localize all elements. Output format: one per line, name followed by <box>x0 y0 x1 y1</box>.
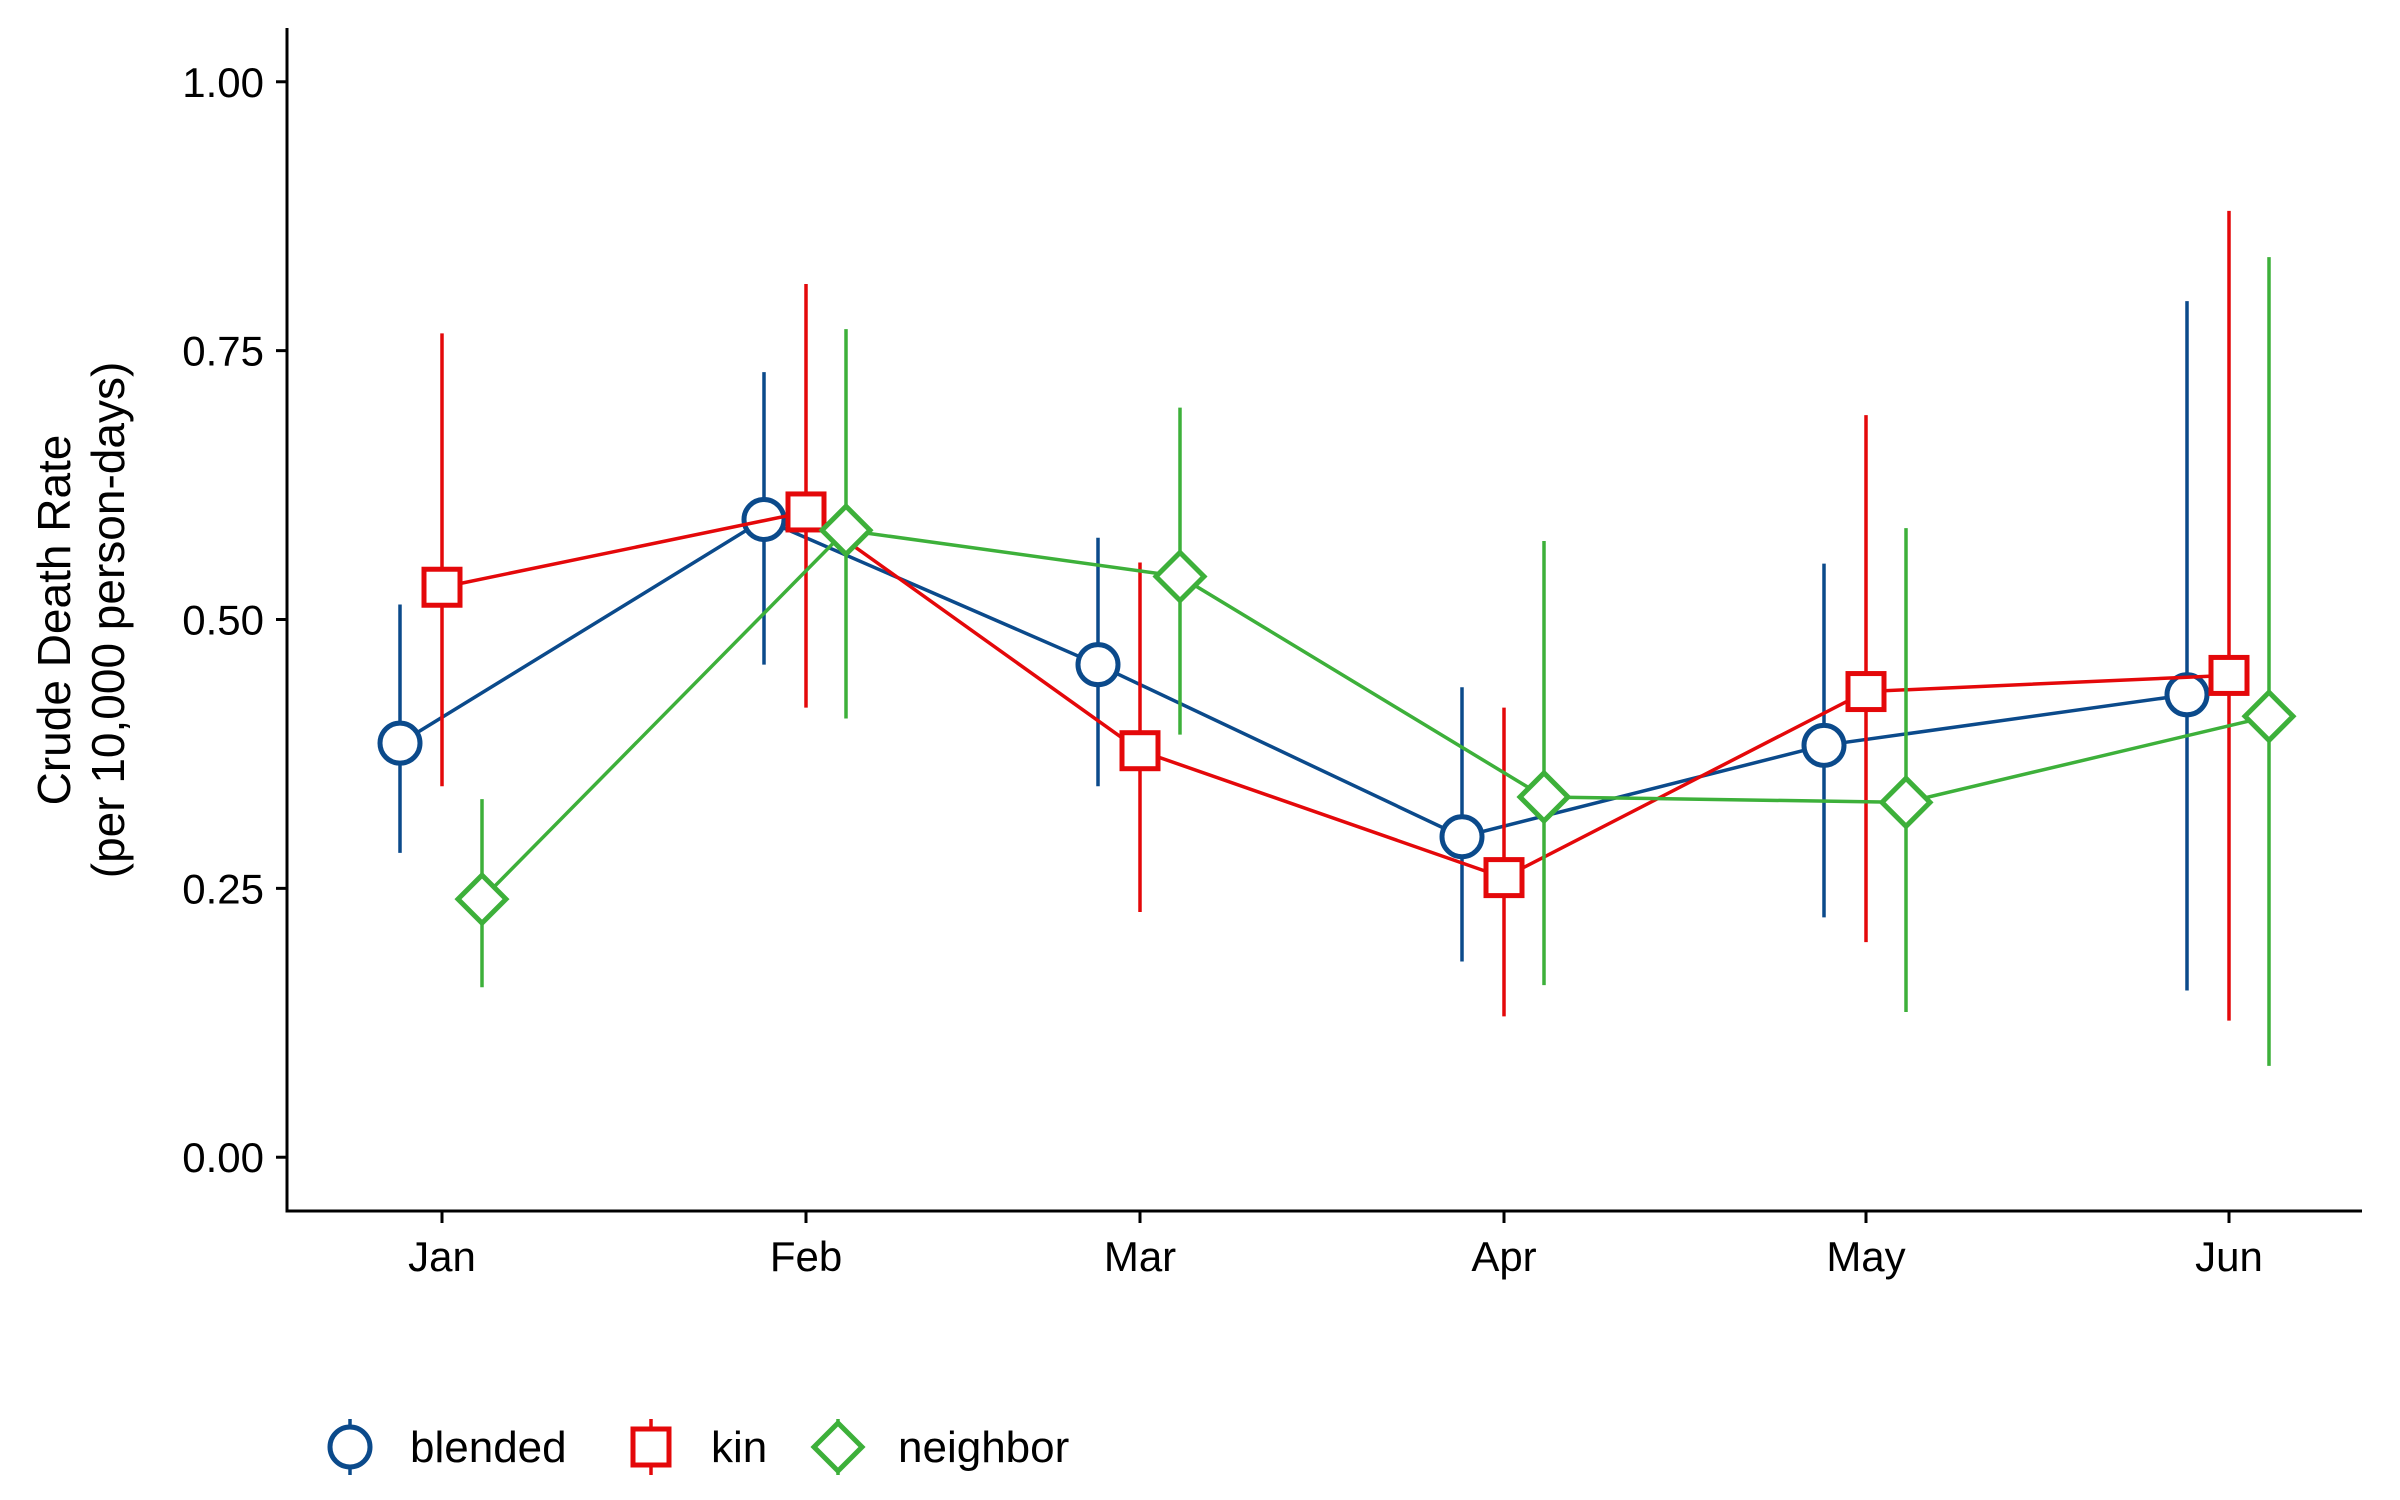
data-point <box>2241 688 2297 744</box>
data-point <box>1516 769 1572 825</box>
data-point <box>1483 857 1525 899</box>
data-point <box>785 491 827 533</box>
x-tick-label: Feb <box>770 1233 842 1280</box>
plot-series <box>377 210 2297 1066</box>
y-ticks: 0.00 0.25 0.50 0.75 1.00 <box>182 59 287 1181</box>
x-ticks: Jan Feb Mar Apr May Jun <box>408 1211 2263 1280</box>
legend-key-marker <box>810 1419 866 1475</box>
data-point <box>1075 642 1121 688</box>
series-line <box>399 517 2188 839</box>
data-point <box>2208 654 2250 696</box>
x-tick-label: May <box>1826 1233 1905 1280</box>
data-point <box>1878 774 1934 830</box>
axes <box>285 28 2362 1213</box>
legend-key-marker <box>327 1424 373 1470</box>
data-point <box>1439 814 1485 860</box>
legend-item-kin: kin <box>630 1419 767 1475</box>
data-point <box>377 720 423 766</box>
data-point <box>1152 548 1208 605</box>
data-point <box>818 502 874 558</box>
x-tick-label: Jun <box>2195 1233 2263 1280</box>
data-point <box>1119 730 1161 772</box>
data-point <box>1801 722 1847 768</box>
series-neighbor <box>454 257 2297 1066</box>
y-axis-title-line-1: Crude Death Rate <box>28 435 80 806</box>
legend-key-marker <box>630 1426 672 1468</box>
legend: blended kin neighbor <box>327 1419 1069 1475</box>
legend-item-neighbor: neighbor <box>810 1419 1069 1475</box>
series-blended <box>377 301 2210 991</box>
y-tick-label: 0.25 <box>182 865 264 912</box>
y-tick-label: 0.50 <box>182 597 264 644</box>
series-line <box>441 510 2230 880</box>
data-point <box>1845 671 1887 713</box>
series-line <box>480 528 2270 901</box>
x-tick-label: Apr <box>1471 1233 1536 1280</box>
legend-item-blended: blended <box>327 1419 567 1475</box>
y-axis-title-line-2: (per 10,000 person-days) <box>82 362 134 879</box>
y-tick-label: 1.00 <box>182 59 264 106</box>
series-kin <box>421 210 2250 1021</box>
legend-label: neighbor <box>898 1423 1069 1472</box>
data-point <box>2164 672 2210 718</box>
legend-label: kin <box>711 1423 767 1472</box>
x-tick-label: Mar <box>1104 1233 1176 1280</box>
x-tick-label: Jan <box>408 1233 476 1280</box>
data-point <box>421 566 463 608</box>
y-tick-label: 0.75 <box>182 328 264 375</box>
y-axis-title: Crude Death Rate (per 10,000 person-days… <box>28 362 134 879</box>
y-tick-label: 0.00 <box>182 1134 264 1181</box>
legend-label: blended <box>410 1423 567 1472</box>
data-point <box>454 871 510 927</box>
